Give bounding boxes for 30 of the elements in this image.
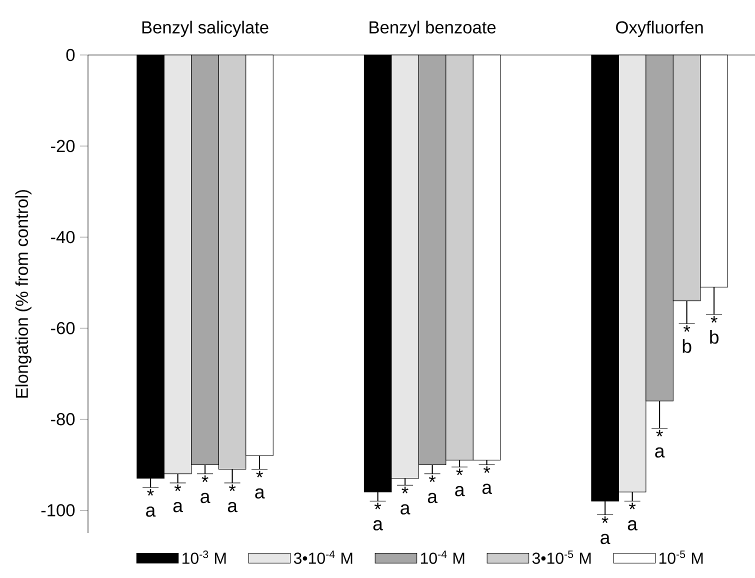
data-label: * a — [146, 489, 156, 517]
data-label: * a — [455, 468, 465, 496]
y-tick-label: -60 — [51, 322, 75, 334]
data-label: * a — [228, 484, 238, 512]
y-tick-label: -100 — [41, 504, 75, 516]
x-tick-label: Benzyl benzoate — [370, 20, 496, 37]
data-label: * a — [428, 475, 438, 504]
legend-label: 10$^{-3}$ M — [182, 550, 226, 564]
data-label: * b — [682, 325, 692, 353]
data-label: * a — [200, 475, 210, 504]
data-label: * b — [710, 316, 719, 344]
data-label: * a — [655, 430, 665, 458]
x-tick-label: Benzyl salicylate — [142, 20, 268, 37]
y-axis-title: Elongation (% from control) — [15, 190, 32, 398]
data-label: * a — [628, 502, 638, 530]
y-tick-label: -20 — [51, 140, 75, 152]
legend-label: 10$^{-4}$ M — [420, 550, 464, 564]
data-label: * a — [600, 516, 610, 544]
data-label: * a — [373, 502, 383, 530]
y-tick-label: -80 — [51, 413, 75, 426]
data-label: * a — [173, 484, 183, 512]
y-tick-label: 0 — [66, 48, 75, 62]
data-label: * a — [255, 470, 265, 499]
x-tick-label: Oxyfluorfen — [616, 20, 703, 37]
data-label: * a — [400, 486, 410, 514]
legend-label: 3•10$^{-5}$ M — [532, 550, 591, 564]
legend-label: 3•10$^{-4}$ M — [294, 550, 352, 564]
data-label: * a — [482, 466, 492, 494]
y-tick-label: -40 — [51, 230, 75, 244]
legend-label: 10$^{-5}$ M — [659, 550, 703, 564]
